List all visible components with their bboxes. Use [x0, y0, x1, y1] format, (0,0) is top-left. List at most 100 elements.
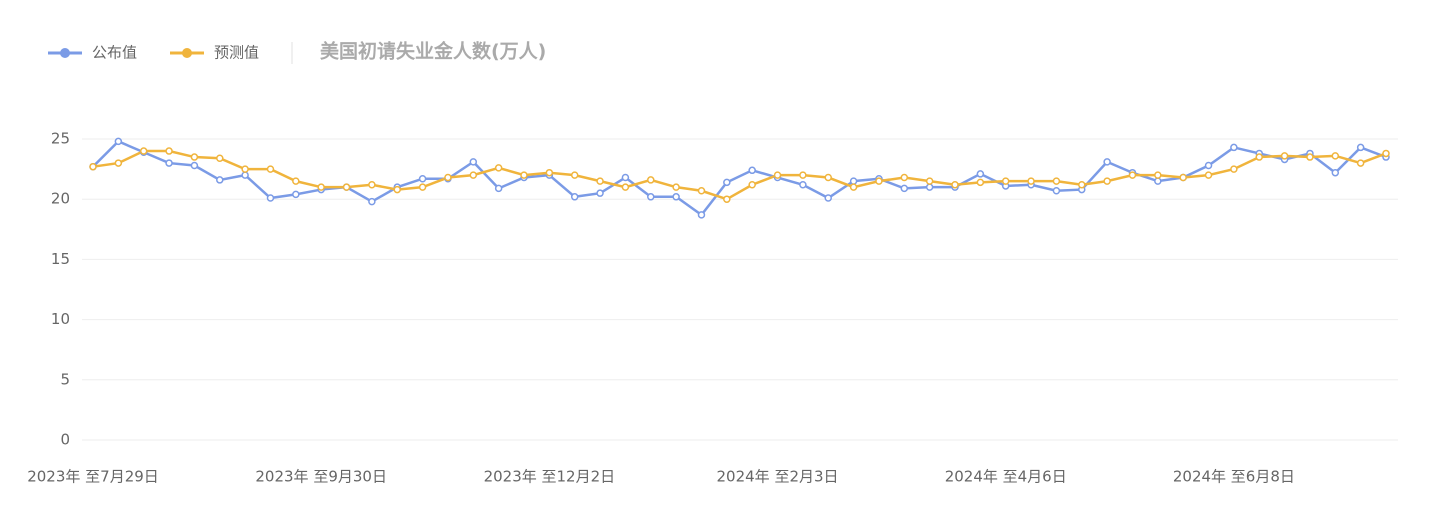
series-line	[92, 139, 1387, 217]
y-tick-label: 0	[60, 431, 70, 449]
data-point	[596, 177, 604, 185]
data-point	[1204, 161, 1213, 170]
data-point	[139, 147, 148, 155]
data-point	[1331, 152, 1340, 160]
data-point	[266, 194, 275, 202]
data-point	[647, 193, 655, 201]
data-point	[342, 183, 351, 191]
data-point	[114, 137, 123, 146]
data-point	[748, 166, 756, 175]
data-point	[1128, 171, 1137, 179]
x-tick-label: 2024年 至4月6日	[945, 468, 1067, 486]
data-point	[773, 171, 782, 179]
x-tick-label: 2024年 至2月3日	[717, 468, 839, 486]
data-point	[1382, 149, 1390, 158]
data-point	[393, 185, 401, 194]
data-point	[469, 158, 478, 166]
data-point	[951, 181, 959, 189]
data-point	[1306, 153, 1314, 161]
legend-label: 公布值	[92, 44, 137, 62]
legend-marker	[60, 48, 70, 58]
data-point	[190, 161, 199, 170]
y-tick-label: 5	[60, 370, 70, 388]
data-point	[1154, 171, 1162, 179]
data-point	[216, 176, 224, 184]
data-point	[1356, 143, 1365, 152]
data-point	[1280, 152, 1289, 160]
data-point	[799, 181, 807, 189]
data-point	[114, 159, 123, 167]
chart-title: 美国初请失业金人数(万人)	[320, 40, 546, 63]
data-point	[570, 193, 579, 201]
data-point	[1052, 187, 1061, 195]
data-point	[824, 173, 832, 182]
data-point	[1154, 177, 1162, 185]
data-point	[824, 194, 832, 202]
data-point	[241, 171, 249, 179]
data-point	[1078, 181, 1086, 189]
data-point	[1204, 171, 1213, 179]
data-point	[799, 171, 807, 179]
data-point	[672, 193, 680, 201]
x-tick-label: 2023年 至12月2日	[484, 468, 616, 486]
data-point	[216, 154, 224, 163]
data-point	[697, 211, 706, 219]
data-point	[190, 153, 199, 161]
x-tick-label: 2023年 至7月29日	[27, 468, 159, 486]
y-tick-label: 10	[51, 310, 70, 328]
data-point	[647, 176, 655, 184]
data-point	[292, 190, 300, 199]
y-tick-label: 25	[51, 130, 70, 148]
data-point	[1230, 143, 1238, 152]
data-point	[266, 165, 275, 173]
data-point	[418, 174, 427, 183]
y-tick-label: 20	[51, 190, 70, 208]
data-point	[165, 147, 173, 155]
legend-label: 预测值	[214, 44, 259, 62]
data-point	[697, 187, 706, 195]
data-point	[925, 177, 934, 185]
data-point	[1027, 177, 1035, 185]
data-point	[596, 189, 604, 197]
data-point	[1103, 158, 1111, 166]
data-point	[1255, 153, 1263, 161]
data-point	[241, 165, 249, 173]
data-point	[900, 184, 909, 193]
legend-marker	[182, 48, 192, 58]
data-point	[849, 183, 858, 191]
data-point	[621, 183, 630, 191]
data-point	[520, 171, 528, 179]
data-point	[494, 164, 503, 172]
data-point	[89, 162, 97, 171]
data-point	[1356, 159, 1365, 167]
data-point	[570, 171, 579, 179]
data-point	[875, 177, 883, 185]
data-point	[292, 177, 300, 185]
data-point	[748, 181, 756, 189]
data-point	[723, 178, 731, 187]
data-point	[1052, 177, 1061, 185]
data-point	[976, 170, 985, 178]
data-point	[444, 173, 452, 182]
data-point	[1230, 165, 1238, 173]
data-point	[1331, 168, 1340, 177]
data-point	[723, 195, 731, 203]
data-point	[672, 183, 680, 191]
data-point	[621, 173, 630, 182]
data-point	[545, 168, 554, 177]
data-point	[1103, 177, 1111, 185]
x-tick-label: 2024年 至6月8日	[1173, 468, 1295, 486]
data-point	[1001, 177, 1010, 185]
data-point	[1179, 173, 1187, 182]
data-point	[165, 159, 173, 167]
data-point	[925, 183, 934, 191]
data-point	[849, 177, 858, 185]
x-tick-label: 2023年 至9月30日	[255, 468, 387, 486]
data-point	[976, 178, 985, 187]
data-point	[368, 197, 376, 206]
data-point	[900, 173, 909, 182]
data-point	[494, 184, 503, 193]
data-point	[317, 183, 325, 191]
data-point	[368, 181, 376, 189]
